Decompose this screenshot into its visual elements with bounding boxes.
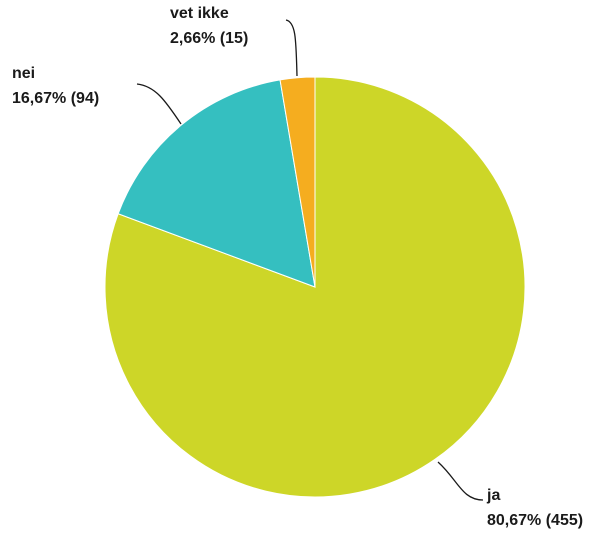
- slice-value-label: 80,67% (455): [487, 512, 583, 529]
- leader-line: [285, 19, 298, 77]
- slice-label: ja: [486, 487, 500, 504]
- pie-slice: [117, 79, 316, 288]
- slice-value-label: 2,66% (15): [170, 30, 248, 47]
- slice-value-label: 16,67% (94): [12, 90, 99, 107]
- leader-line: [437, 461, 484, 501]
- slice-label: nei: [12, 65, 35, 82]
- pie-slice: [279, 76, 316, 288]
- slice-label: vet ikke: [170, 5, 229, 22]
- leader-line: [136, 83, 182, 125]
